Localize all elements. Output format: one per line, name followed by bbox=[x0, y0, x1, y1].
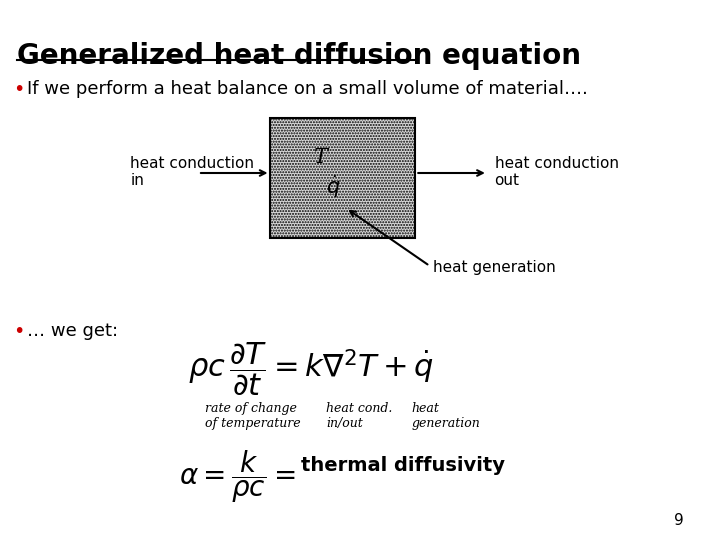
Text: rate of change
of temperature: rate of change of temperature bbox=[204, 402, 300, 430]
Text: Generalized heat diffusion equation: Generalized heat diffusion equation bbox=[17, 42, 581, 70]
Text: $\dot{q}$: $\dot{q}$ bbox=[326, 173, 341, 200]
Text: heat
generation: heat generation bbox=[411, 402, 480, 430]
Text: heat generation: heat generation bbox=[433, 260, 555, 275]
Text: thermal diffusivity: thermal diffusivity bbox=[302, 456, 505, 475]
Text: T: T bbox=[313, 148, 327, 167]
Text: heat conduction
in: heat conduction in bbox=[130, 156, 254, 188]
Text: heat conduction
out: heat conduction out bbox=[495, 156, 618, 188]
Text: •: • bbox=[14, 80, 25, 99]
Text: •: • bbox=[14, 322, 25, 341]
Text: 9: 9 bbox=[674, 513, 684, 528]
Text: If we perform a heat balance on a small volume of material….: If we perform a heat balance on a small … bbox=[27, 80, 588, 98]
Text: … we get:: … we get: bbox=[27, 322, 118, 340]
Text: $\rho c\,\dfrac{\partial T}{\partial t} = k\nabla^2 T + \dot{q}$: $\rho c\,\dfrac{\partial T}{\partial t} … bbox=[189, 340, 434, 397]
Bar bbox=[271, 118, 415, 238]
Text: heat cond.
in/out: heat cond. in/out bbox=[326, 402, 393, 430]
Text: $\alpha = \dfrac{k}{\rho c} = $: $\alpha = \dfrac{k}{\rho c} = $ bbox=[179, 448, 295, 505]
